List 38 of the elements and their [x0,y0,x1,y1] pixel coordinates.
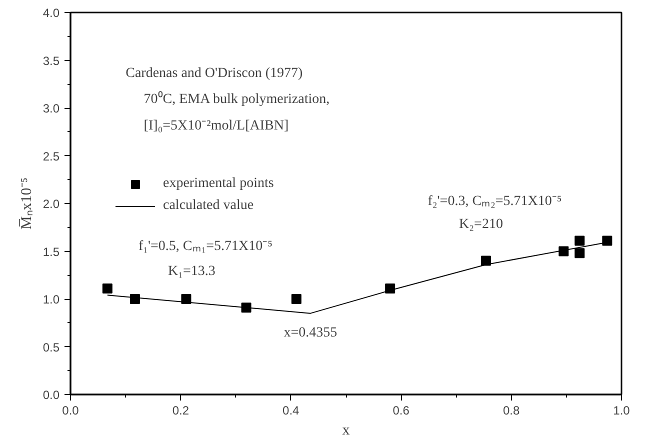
x-tick-label: 0.4 [282,404,300,418]
point [102,283,112,294]
x-axis-title: x [342,422,350,438]
y-tick-label: 4.0 [42,6,60,20]
y-tick-label: 3.5 [42,54,60,68]
y-tick-label: 1.5 [42,244,60,259]
x-tick-label: 0.2 [172,404,190,418]
x-tick-label: 0.0 [62,404,80,418]
point [385,283,396,294]
point [241,302,252,313]
legend-label: calculated value [163,198,254,214]
y-tick-label: 1.0 [42,292,60,306]
legend-label: experimental points [163,176,274,192]
point [602,236,612,246]
annotation: f₁'=0.5, Cₘ₁=5.71X10⁻⁵ [138,238,273,254]
annotation: Cardenas and O'Driscon (1977) [126,66,304,82]
annotation: [I]₀=5X10⁻²mol/L[AIBN] [144,118,289,134]
y-tick-label: 2.0 [42,197,60,211]
point [574,248,585,258]
point [291,294,302,304]
x-tick-label: 0.8 [502,404,520,418]
annotation: K₂=210 [459,217,503,232]
y-tick-label: 3.0 [42,102,60,116]
annotation: f₂'=0.3, Cₘ₂=5.71X10⁻⁵ [428,194,562,210]
y-tick-label: 2.5 [42,149,60,164]
y-axis-title: M̅ₙx10⁻⁵ [18,177,35,230]
x-tick-label: 0.6 [392,404,410,418]
y-tick-label: 0.5 [42,340,60,354]
point [574,236,585,246]
annotation: x=0.4355 [284,325,338,340]
x-tick-label: 1.0 [613,404,630,418]
point [480,256,491,266]
annotation: K₁=13.3 [168,264,216,279]
y-tick-label: 0.0 [42,388,60,402]
point [181,294,192,304]
point [130,294,140,304]
annotation: 70⁰C, EMA bulk polymerization, [144,90,330,107]
point [558,246,569,256]
